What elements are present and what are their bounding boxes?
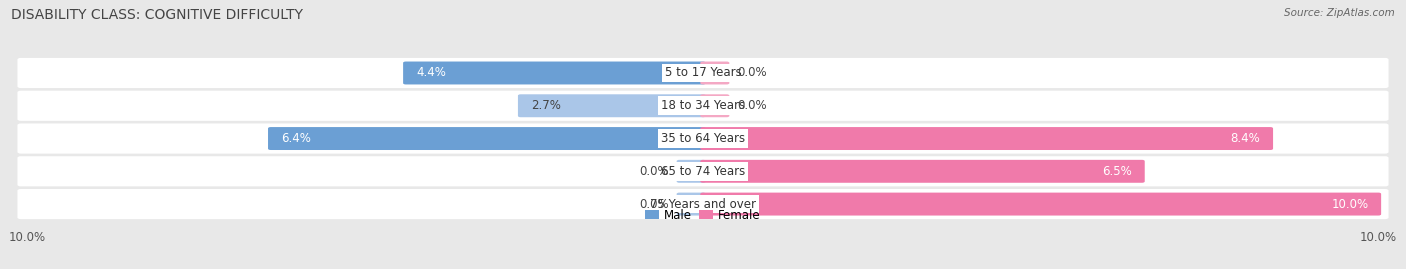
Text: 75 Years and over: 75 Years and over [650, 197, 756, 211]
Text: 10.0%: 10.0% [1331, 197, 1368, 211]
FancyBboxPatch shape [700, 62, 730, 84]
Text: 6.4%: 6.4% [281, 132, 311, 145]
FancyBboxPatch shape [700, 193, 1381, 215]
FancyBboxPatch shape [676, 160, 706, 183]
Text: 35 to 64 Years: 35 to 64 Years [661, 132, 745, 145]
Text: 5 to 17 Years: 5 to 17 Years [665, 66, 741, 80]
FancyBboxPatch shape [517, 94, 706, 117]
Text: Source: ZipAtlas.com: Source: ZipAtlas.com [1284, 8, 1395, 18]
FancyBboxPatch shape [17, 123, 1389, 154]
FancyBboxPatch shape [700, 160, 1144, 183]
FancyBboxPatch shape [17, 91, 1389, 121]
FancyBboxPatch shape [700, 94, 730, 117]
Text: 0.0%: 0.0% [640, 165, 669, 178]
Text: 6.5%: 6.5% [1102, 165, 1132, 178]
Text: 0.0%: 0.0% [737, 99, 766, 112]
FancyBboxPatch shape [676, 193, 706, 215]
Text: 8.4%: 8.4% [1230, 132, 1260, 145]
Text: 2.7%: 2.7% [530, 99, 561, 112]
Text: 18 to 34 Years: 18 to 34 Years [661, 99, 745, 112]
Text: DISABILITY CLASS: COGNITIVE DIFFICULTY: DISABILITY CLASS: COGNITIVE DIFFICULTY [11, 8, 304, 22]
FancyBboxPatch shape [17, 189, 1389, 219]
FancyBboxPatch shape [17, 58, 1389, 88]
FancyBboxPatch shape [269, 127, 706, 150]
Text: 0.0%: 0.0% [737, 66, 766, 80]
Legend: Male, Female: Male, Female [641, 204, 765, 226]
FancyBboxPatch shape [404, 62, 706, 84]
Text: 4.4%: 4.4% [416, 66, 446, 80]
FancyBboxPatch shape [700, 127, 1272, 150]
Text: 0.0%: 0.0% [640, 197, 669, 211]
Text: 65 to 74 Years: 65 to 74 Years [661, 165, 745, 178]
FancyBboxPatch shape [17, 156, 1389, 186]
